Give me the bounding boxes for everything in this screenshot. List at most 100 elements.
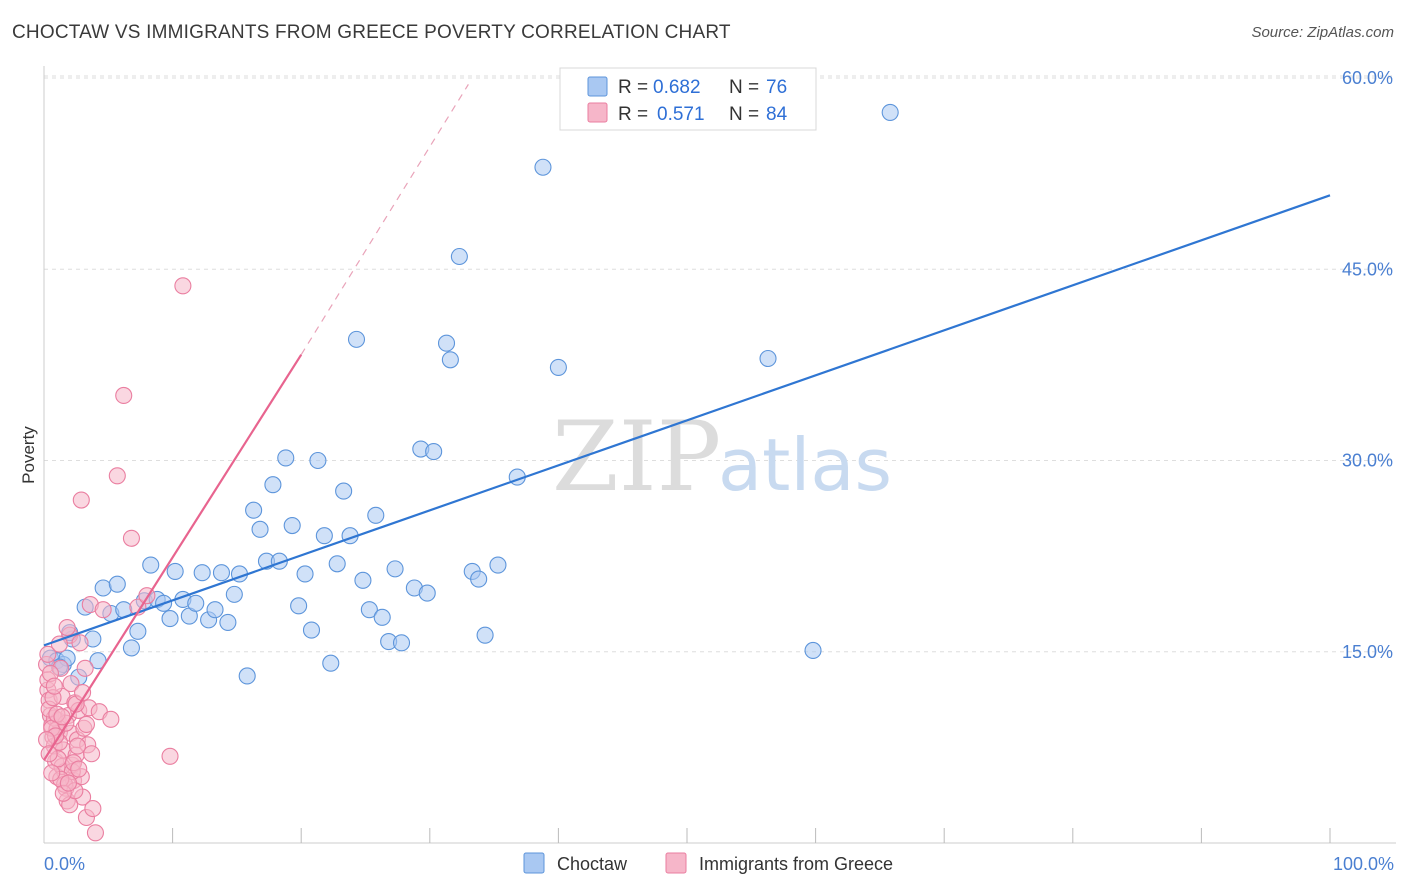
legend-r-label-greece: R =	[618, 104, 648, 125]
bottom-legend: Choctaw Immigrants from Greece	[523, 852, 893, 874]
legend-n-value-greece: 84	[766, 104, 788, 125]
choctaw-point	[122, 639, 140, 657]
choctaw-point	[373, 608, 391, 626]
choctaw-point	[315, 527, 333, 545]
greece-point	[45, 677, 63, 695]
greece-point	[58, 618, 76, 637]
choctaw-point	[225, 585, 243, 603]
choctaw-point	[549, 358, 567, 376]
greece-point	[83, 745, 101, 763]
choctaw-point	[94, 579, 112, 597]
greece-point	[43, 764, 61, 782]
greece-point	[59, 774, 77, 792]
choctaw-point	[283, 516, 301, 535]
watermark: ZIP atlas	[552, 401, 892, 513]
greece-point	[86, 824, 104, 842]
y-axis-label: Poverty	[19, 426, 38, 484]
choctaw-point	[238, 667, 256, 685]
greece-point	[72, 491, 90, 509]
greece-point	[76, 659, 94, 677]
x-tick-label-min: 0.0%	[44, 854, 85, 874]
choctaw-point	[489, 556, 507, 574]
greece-trendline-extension	[300, 84, 469, 355]
choctaw-point	[437, 334, 456, 352]
greece-point	[77, 715, 95, 733]
watermark-atlas: atlas	[718, 423, 892, 507]
greece-point	[122, 529, 140, 547]
choctaw-point	[245, 501, 263, 519]
choctaw-point	[367, 506, 385, 524]
choctaw-point	[161, 610, 179, 628]
choctaw-point	[386, 560, 404, 578]
choctaw-point	[166, 562, 184, 580]
choctaw-point	[354, 571, 372, 589]
greece-point	[71, 634, 89, 652]
choctaw-point	[347, 330, 366, 348]
greece-point	[68, 737, 86, 755]
choctaw-point	[335, 482, 353, 500]
choctaw-point	[328, 555, 346, 573]
legend-n-label-choctaw: N =	[729, 77, 759, 98]
greece-point	[62, 675, 80, 693]
greece-point	[70, 760, 88, 778]
greece-point	[102, 710, 120, 728]
choctaw-point	[425, 443, 443, 461]
choctaw-point	[129, 622, 147, 640]
y-tick-label: 30.0%	[1342, 451, 1393, 471]
choctaw-point	[108, 575, 126, 593]
choctaw-point	[264, 476, 282, 494]
choctaw-point	[193, 564, 211, 582]
greece-point	[108, 467, 126, 485]
y-tick-labels: 15.0% 30.0% 45.0% 60.0%	[1342, 68, 1393, 662]
choctaw-point	[142, 556, 160, 574]
greece-point	[39, 645, 57, 663]
choctaw-point	[187, 594, 205, 612]
choctaw-point	[212, 564, 231, 582]
gridlines	[44, 75, 1396, 653]
choctaw-point	[277, 449, 295, 467]
choctaw-point	[360, 601, 378, 619]
y-tick-label: 45.0%	[1342, 259, 1393, 279]
legend-swatch-greece	[587, 102, 608, 123]
choctaw-point	[881, 103, 899, 121]
legend-r-label-choctaw: R =	[618, 77, 648, 98]
choctaw-point	[441, 351, 459, 369]
choctaw-point	[418, 584, 436, 602]
bottom-legend-swatch-choctaw	[523, 852, 545, 874]
x-ticks	[172, 828, 1331, 843]
bottom-legend-label-choctaw: Choctaw	[557, 854, 628, 874]
y-tick-label: 15.0%	[1342, 642, 1393, 662]
bottom-legend-label-greece: Immigrants from Greece	[699, 854, 893, 874]
choctaw-point	[759, 349, 777, 368]
choctaw-point	[476, 626, 494, 644]
greece-point	[50, 635, 68, 653]
legend-r-value-choctaw: 0.682	[653, 77, 701, 98]
choctaw-point	[309, 451, 327, 470]
x-tick-label-max: 100.0%	[1333, 854, 1394, 874]
legend-r-value-greece: 0.571	[657, 104, 705, 125]
choctaw-point	[804, 641, 822, 660]
choctaw-point	[219, 613, 237, 631]
choctaw-point	[290, 597, 308, 615]
choctaw-point	[534, 158, 552, 176]
chart-title: CHOCTAW VS IMMIGRANTS FROM GREECE POVERT…	[12, 22, 731, 43]
choctaw-trendline	[43, 194, 1331, 647]
greece-point	[161, 747, 179, 765]
choctaw-point	[251, 520, 269, 538]
bottom-legend-swatch-greece	[665, 852, 687, 874]
choctaw-points	[41, 91, 899, 686]
legend-n-label-greece: N =	[729, 104, 759, 125]
y-tick-label: 60.0%	[1342, 68, 1393, 88]
choctaw-point	[322, 654, 340, 672]
greece-point	[115, 386, 133, 405]
choctaw-point	[206, 601, 224, 619]
source-label: Source: ZipAtlas.com	[1251, 24, 1394, 41]
choctaw-point	[296, 565, 314, 583]
legend: R = 0.682 N = 76 R = 0.571 N = 84	[559, 67, 817, 131]
legend-swatch-choctaw	[587, 76, 608, 97]
choctaw-point	[470, 570, 488, 588]
legend-n-value-choctaw: 76	[766, 77, 787, 98]
greece-points	[38, 277, 192, 842]
choctaw-point	[302, 621, 321, 639]
